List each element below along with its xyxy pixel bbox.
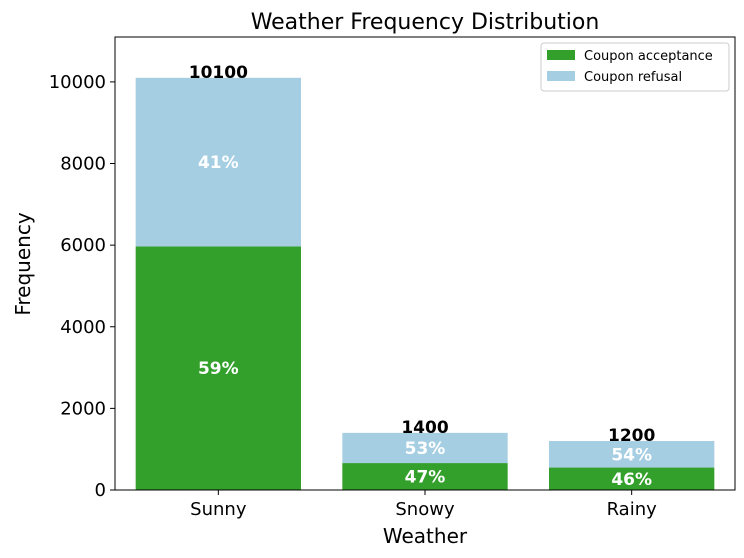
legend-label-coupon-acceptance: Coupon acceptance xyxy=(584,49,713,64)
y-tick-label: 8000 xyxy=(60,154,106,175)
pct-label-snowy-coupon-refusal: 53% xyxy=(405,439,446,459)
bar-snowy-coupon-acceptance xyxy=(342,463,508,490)
legend-swatch-coupon-refusal xyxy=(547,71,575,81)
pct-label-rainy-coupon-acceptance: 46% xyxy=(611,470,652,490)
y-tick-label: 10000 xyxy=(49,72,106,93)
bar-rainy-coupon-acceptance xyxy=(549,467,715,490)
x-axis-label: Weather xyxy=(383,524,468,548)
x-tick-label-rainy: Rainy xyxy=(607,499,658,520)
legend-swatch-coupon-acceptance xyxy=(547,50,575,60)
pct-label-sunny-coupon-acceptance: 59% xyxy=(198,359,239,379)
bar-snowy-coupon-refusal xyxy=(342,432,508,464)
bar-sunny-coupon-refusal xyxy=(135,77,301,247)
y-axis: 0 2000 4000 6000 8000 10000 xyxy=(49,72,115,501)
legend: Coupon acceptance Coupon refusal xyxy=(540,42,730,92)
legend-box xyxy=(540,42,730,92)
y-tick-label: 6000 xyxy=(60,235,106,256)
pct-label-snowy-coupon-acceptance: 47% xyxy=(405,468,446,488)
x-tick-label-sunny: Sunny xyxy=(190,499,247,520)
y-tick-label: 0 xyxy=(95,480,106,501)
total-label-sunny: 10100 xyxy=(189,63,248,83)
bar-sunny-coupon-acceptance xyxy=(135,246,301,490)
y-axis-label: Frequency xyxy=(11,212,35,315)
bar-rainy-coupon-refusal xyxy=(549,441,715,468)
y-tick-label: 2000 xyxy=(60,398,106,419)
bars-group xyxy=(135,77,715,490)
x-tick-label-snowy: Snowy xyxy=(395,499,455,520)
x-axis: Sunny Snowy Rainy xyxy=(190,490,657,520)
total-label-snowy: 1400 xyxy=(401,418,448,438)
bar-labels-group: 59% 41% 10100 47% 53%1400 46% 54%1200 xyxy=(189,63,656,490)
chart-title: Weather Frequency Distribution xyxy=(251,10,600,35)
y-tick-label: 4000 xyxy=(60,317,106,338)
total-label-rainy: 1200 xyxy=(608,426,655,446)
pct-label-rainy-coupon-refusal: 54% xyxy=(611,445,652,465)
legend-label-coupon-refusal: Coupon refusal xyxy=(584,70,682,85)
pct-label-sunny-coupon-refusal: 41% xyxy=(198,153,239,173)
